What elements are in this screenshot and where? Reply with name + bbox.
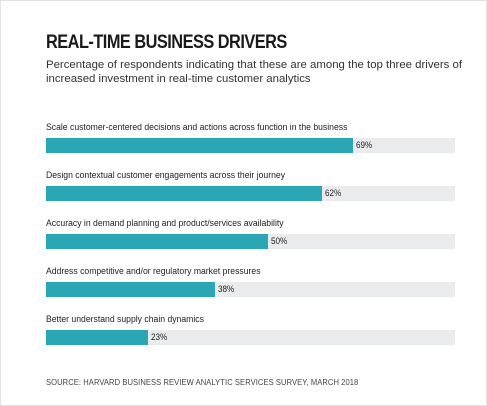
category-label: Design contextual customer engagements a… bbox=[46, 170, 286, 181]
value-label: 38% bbox=[218, 284, 235, 294]
category-label: Scale customer-centered decisions and ac… bbox=[46, 122, 348, 133]
category-label: Address competitive and/or regulatory ma… bbox=[46, 266, 261, 277]
bar-track: 50% bbox=[46, 234, 455, 249]
bar-track: 69% bbox=[46, 138, 455, 153]
bar bbox=[46, 138, 353, 153]
category-label: Better understand supply chain dynamics bbox=[46, 314, 204, 325]
bar-track: 62% bbox=[46, 186, 455, 201]
bar-track: 23% bbox=[46, 330, 455, 345]
bar bbox=[46, 330, 149, 345]
bar bbox=[46, 234, 269, 249]
category-label: Accuracy in demand planning and product/… bbox=[46, 218, 284, 229]
bar bbox=[46, 282, 216, 297]
value-label: 50% bbox=[271, 236, 288, 246]
chart-subtitle: Percentage of respondents indicating tha… bbox=[46, 59, 463, 85]
chart-title: REAL-TIME BUSINESS DRIVERS bbox=[46, 32, 287, 53]
value-label: 23% bbox=[151, 332, 168, 342]
source-note: SOURCE: HARVARD BUSINESS REVIEW ANALYTIC… bbox=[46, 377, 359, 387]
bar-track: 38% bbox=[46, 282, 455, 297]
value-label: 62% bbox=[324, 188, 342, 198]
bar bbox=[46, 186, 322, 201]
value-label: 69% bbox=[356, 140, 373, 150]
